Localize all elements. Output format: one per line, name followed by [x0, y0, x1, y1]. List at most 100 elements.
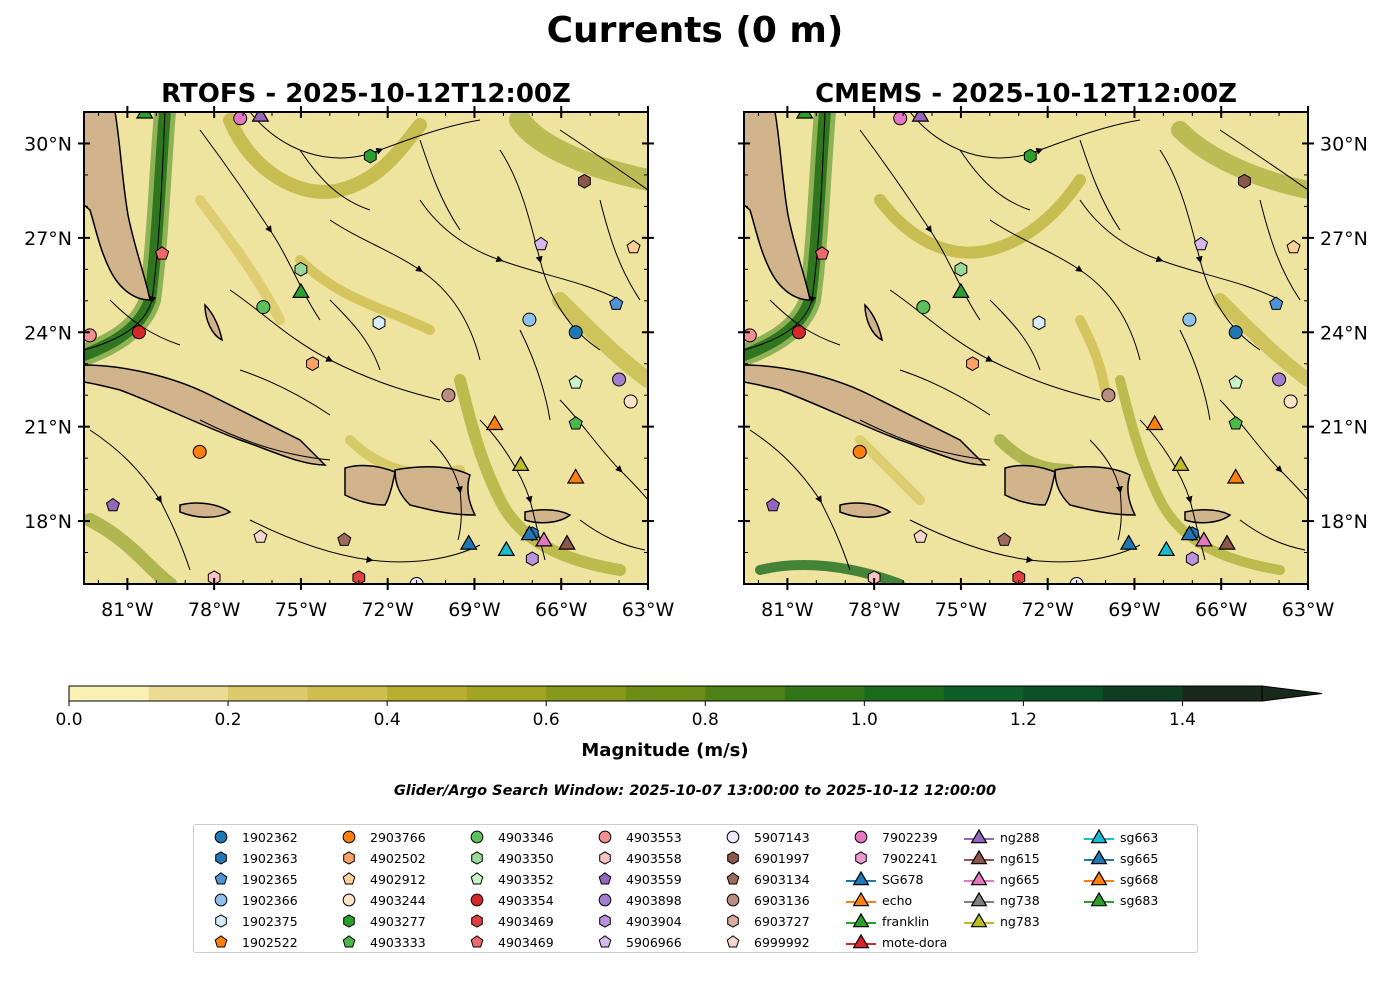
legend-swatch — [854, 830, 868, 844]
legend-entry: ng665 — [962, 870, 1040, 888]
legend-swatch — [598, 872, 612, 885]
platform-marker-4903350 — [294, 261, 308, 277]
platform-marker-4903354 — [131, 325, 146, 340]
legend-label: 4903333 — [370, 934, 426, 950]
colorbar-segments — [69, 686, 1263, 701]
axis-ticks-rtofs: 81°W 78°W 75°W 72°W 69°W 66°W 63°W 18°N 21°N 24°N… — [24, 106, 674, 621]
markers-cmems — [744, 112, 1301, 584]
legend-entry: 5907143 — [716, 828, 810, 846]
legend-label: 6901997 — [754, 850, 810, 866]
legend-entry: 1902365 — [204, 870, 298, 888]
colorbar-tick-label: 0.4 — [374, 710, 401, 730]
legend-label: 1902362 — [242, 829, 298, 845]
y-tick-label-rtofs: 27°N — [24, 228, 72, 250]
legend-entry: franklin — [844, 912, 929, 930]
platform-marker-4903559 — [765, 497, 780, 512]
legend-swatch — [471, 851, 483, 865]
platform-marker-6903134 — [997, 532, 1012, 546]
legend-entry: ng783 — [962, 912, 1040, 930]
platform-marker-sg683 — [952, 282, 970, 298]
legend-swatch — [846, 933, 876, 949]
legend-swatch — [599, 914, 611, 928]
legend-entry: 7902241 — [844, 849, 938, 867]
legend-entry: 7902239 — [844, 828, 938, 846]
colorbar-segment — [1182, 686, 1263, 701]
legend-swatch — [342, 935, 356, 948]
platform-marker-4903244 — [1283, 394, 1298, 409]
legend-label: 1902365 — [242, 871, 298, 887]
ocean-field-cmems — [744, 112, 1308, 584]
platform-marker-4903558 — [867, 570, 881, 584]
colorbar-tick-label: 0.8 — [692, 710, 719, 730]
colorbar-segment — [625, 686, 706, 701]
legend-swatch — [470, 935, 484, 948]
platform-marker-4903469 — [815, 246, 830, 260]
legend-swatch — [343, 851, 355, 865]
magnitude-bands-cmems — [744, 112, 1308, 584]
x-tick-label-rtofs: 78°W — [188, 599, 241, 621]
legend-swatch — [214, 935, 228, 948]
legend-entry: 4903333 — [332, 933, 426, 951]
legend-label: 4903898 — [626, 892, 682, 908]
platform-marker-4903558 — [207, 570, 221, 584]
platform-marker-1902365 — [1269, 296, 1284, 310]
colorbar-tick-label: 1.2 — [1010, 710, 1037, 730]
colorbar-extend-arrow — [1261, 685, 1323, 702]
platform-marker-1902366 — [522, 312, 537, 327]
legend-label: 7902239 — [882, 829, 938, 845]
legend-entry: 4903354 — [460, 891, 554, 909]
colorbar-segment — [148, 686, 229, 701]
legend-label: sg665 — [1120, 850, 1159, 866]
platform-marker-4903333 — [1228, 416, 1243, 430]
legend-swatch — [726, 935, 740, 948]
platform-marker-2903766 — [192, 444, 207, 459]
x-tick-label-rtofs: 72°W — [361, 599, 414, 621]
colorbar-tick-label: 0.6 — [533, 710, 560, 730]
platform-marker-1902362 — [568, 325, 583, 340]
legend-entry: 4903898 — [588, 891, 682, 909]
legend-label: 4903469 — [498, 934, 554, 950]
platform-marker-5906966 — [533, 236, 549, 251]
legend-swatch — [470, 830, 484, 844]
platform-marker-6901997 — [1238, 173, 1251, 189]
axes-frame-cmems — [743, 111, 1309, 585]
colorbar-segment — [1023, 686, 1104, 701]
search-window-caption: Glider/Argo Search Window: 2025-10-07 13… — [394, 783, 996, 799]
legend-entry: 6903136 — [716, 891, 810, 909]
platform-marker-sg668 — [1226, 468, 1245, 484]
legend-label: 4902912 — [370, 871, 426, 887]
legend-swatch — [726, 830, 740, 844]
y-tick-label-cmems: 21°N — [1320, 417, 1368, 439]
platform-legend: 1902362 1902363 1902365 1902366 1902375 19025… — [193, 824, 1198, 953]
legend-entry: mote-dora — [844, 933, 947, 951]
platform-marker-4903469 — [352, 570, 366, 584]
platform-marker-6903136 — [1101, 388, 1116, 403]
legend-label: sg668 — [1120, 871, 1159, 887]
legend-swatch — [214, 893, 228, 907]
platform-marker-SG678 — [1119, 534, 1138, 550]
colorbar-segment — [1102, 686, 1183, 701]
platform-marker-ng615 — [1218, 534, 1236, 550]
platform-marker-4902912 — [626, 239, 641, 254]
platform-marker-5906966 — [1193, 236, 1209, 251]
x-tick-label-cmems: 75°W — [935, 599, 988, 621]
colorbar-tick-label: 0.2 — [215, 710, 242, 730]
x-tick-label-cmems: 81°W — [761, 599, 814, 621]
legend-entry: 2903766 — [332, 828, 426, 846]
legend-label: ng783 — [1000, 913, 1040, 929]
platform-marker-1902375 — [1032, 315, 1046, 331]
legend-swatch — [1084, 849, 1114, 865]
x-tick-label-rtofs: 75°W — [275, 599, 328, 621]
legend-label: 4903350 — [498, 850, 554, 866]
axis-ticks-cmems: 81°W 78°W 75°W 72°W 69°W 66°W 63°W 18°N 21°N 24°N… — [738, 106, 1368, 621]
legend-label: 5906966 — [626, 934, 682, 950]
legend-swatch — [964, 828, 994, 844]
axes-frame-rtofs — [83, 111, 649, 585]
legend-swatch — [215, 851, 227, 865]
legend-swatch — [343, 914, 355, 928]
legend-swatch — [846, 912, 876, 928]
platform-marker-1902375 — [372, 315, 386, 331]
legend-entry: 4903352 — [460, 870, 554, 888]
y-tick-label-rtofs: 24°N — [24, 322, 72, 344]
